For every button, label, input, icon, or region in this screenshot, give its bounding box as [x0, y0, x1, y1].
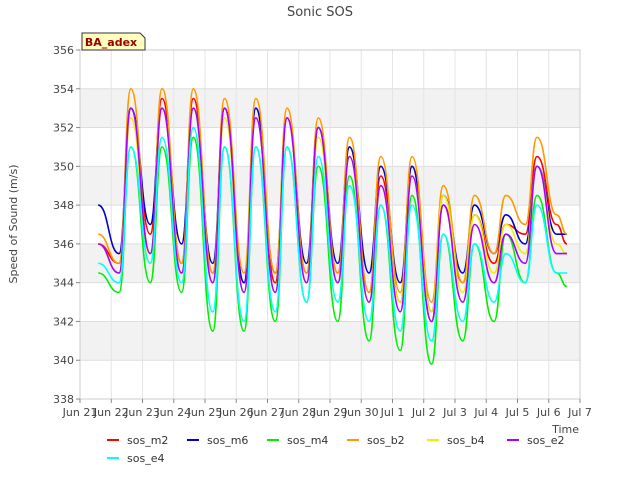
y-tick-label: 342 [53, 315, 74, 328]
y-tick-label: 346 [53, 238, 74, 251]
x-tick-label: Jun 28 [280, 406, 316, 419]
x-tick-label: Jul 5 [505, 406, 530, 419]
legend-label-sos_m6: sos_m6 [207, 434, 248, 447]
legend-label-sos_b2: sos_b2 [367, 434, 405, 447]
y-tick-label: 354 [53, 83, 74, 96]
legend-label-sos_m2: sos_m2 [127, 434, 168, 447]
x-axis-label: Time [551, 423, 579, 436]
x-tick-label: Jun 23 [124, 406, 160, 419]
series-line-sos_b2 [97, 88, 568, 303]
x-tick-label: Jun 26 [218, 406, 254, 419]
chart-title: Sonic SOS [287, 5, 353, 20]
legend: sos_m2 sos_m6 sos_m4 sos_b2 sos_b4 sos_e2 sos_… [107, 434, 564, 465]
x-tick-label: Jul 2 [411, 406, 436, 419]
y-tick-label: 352 [53, 122, 74, 135]
legend-label-sos_b4: sos_b4 [447, 434, 485, 447]
x-tick-label: Jun 27 [249, 406, 285, 419]
x-tick-label: Jun 21 [62, 406, 98, 419]
y-tick-label: 340 [53, 354, 74, 367]
x-tick-label: Jun 29 [312, 406, 348, 419]
annotation-label: BA_adex [85, 36, 137, 49]
x-tick-label: Jun 25 [187, 406, 223, 419]
series-line-sos_e4 [98, 126, 567, 342]
y-axis: 338 340 342 344 346 348 350 352 354 356 [53, 44, 80, 406]
y-tick-label: 350 [53, 160, 74, 173]
series-layer [97, 88, 568, 365]
x-tick-label: Jul 4 [473, 406, 498, 419]
legend-label-sos_e2: sos_e2 [527, 434, 564, 447]
x-tick-label: Jul 7 [567, 406, 592, 419]
x-tick-label: Jul 1 [380, 406, 405, 419]
x-tick-label: Jul 3 [442, 406, 467, 419]
x-tick-label: Jul 6 [536, 406, 561, 419]
annotation-box: BA_adex [81, 32, 146, 51]
x-tick-label: Jun 30 [343, 406, 379, 419]
series-line-sos_e2 [97, 107, 567, 323]
x-tick-label: Jun 22 [93, 406, 129, 419]
legend-label-sos_e4: sos_e4 [127, 452, 164, 465]
x-tick-label: Jun 24 [155, 406, 191, 419]
y-tick-label: 338 [53, 393, 74, 406]
legend-label-sos_m4: sos_m4 [287, 434, 328, 447]
y-axis-label: Speed of Sound (m/s) [7, 165, 20, 284]
y-tick-label: 348 [53, 199, 74, 212]
y-tick-label: 356 [53, 44, 74, 57]
y-tick-label: 344 [53, 277, 74, 290]
